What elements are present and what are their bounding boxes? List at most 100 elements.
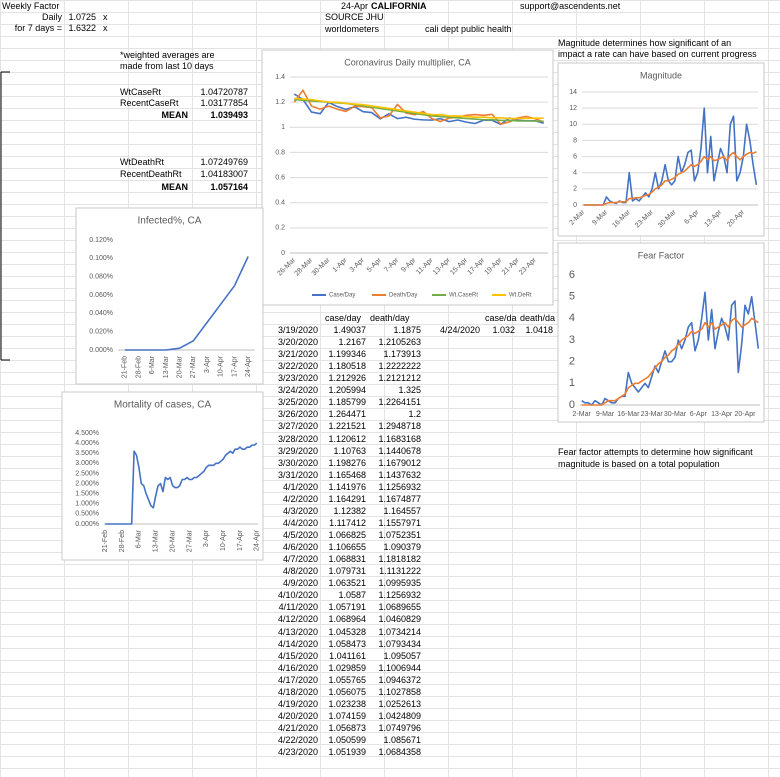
- x-tick-label: 6-Apr: [690, 411, 708, 418]
- date: 3/24/2020: [277, 385, 318, 396]
- value: 1.1818182: [378, 554, 421, 565]
- y-tick-label: 0.060%: [89, 292, 113, 299]
- y-tick-label: 0.100%: [89, 255, 113, 262]
- x-tick-label: 24-Apr: [245, 355, 252, 377]
- value: 1.032: [492, 325, 515, 335]
- value: 1.0252613: [378, 698, 421, 709]
- value: 1.0689655: [378, 602, 421, 613]
- value: 1.1875: [393, 325, 421, 335]
- y-tick-label: 8: [573, 137, 577, 144]
- y-tick-label: 4.000%: [75, 440, 99, 447]
- y-tick-label: 0.120%: [89, 237, 113, 244]
- note: Magnitude determines how significant of …: [558, 38, 732, 48]
- y-tick-label: 0.8: [275, 149, 285, 156]
- series-line: [581, 317, 759, 406]
- value: 1.1027858: [378, 686, 421, 697]
- rate-value: 1.039493: [210, 110, 248, 120]
- x-tick-label: 16-Mar: [617, 411, 640, 418]
- date: 4/16/2020: [277, 662, 318, 673]
- x-tick-label: 13-Mar: [153, 529, 160, 552]
- date: 4/1/2020: [282, 481, 318, 492]
- y-tick-label: 0: [281, 250, 285, 257]
- date: 4/9/2020: [282, 578, 318, 589]
- value: 1.1679012: [378, 457, 421, 468]
- label: Daily: [41, 12, 62, 22]
- x-tick-label: 3-Apr: [203, 529, 210, 547]
- date: 4/20/2020: [277, 710, 318, 721]
- source: worldometers: [325, 24, 380, 34]
- y-tick-label: 4: [569, 312, 575, 324]
- date: 4/3/2020: [282, 505, 318, 516]
- y-tick-label: 1.500%: [75, 491, 99, 498]
- x-tick-label: 9-Mar: [596, 411, 615, 418]
- date: 4/15/2020: [277, 650, 318, 661]
- date: 3/22/2020: [277, 361, 318, 372]
- rate-value: 1.04720787: [200, 87, 248, 97]
- y-tick-label: 0.6: [275, 174, 285, 181]
- value: 1.095057: [383, 650, 421, 661]
- value: 1.264471: [328, 409, 366, 420]
- series-line: [294, 97, 544, 120]
- y-tick-label: 6: [569, 269, 575, 281]
- y-tick-label: 2.500%: [75, 470, 99, 477]
- x-tick-label: 10-Apr: [220, 529, 227, 551]
- value: 1.0995935: [378, 578, 421, 589]
- y-tick-label: 0.040%: [89, 310, 113, 317]
- y-tick-label: 0.080%: [89, 274, 113, 281]
- legend-label: Case/Day: [329, 293, 355, 299]
- value: 1.164291: [328, 493, 366, 504]
- date: 4/21/2020: [277, 722, 318, 733]
- y-tick-label: 1.4: [275, 74, 285, 81]
- y-tick-label: 5: [569, 291, 575, 303]
- y-tick-label: 1.2: [275, 99, 285, 106]
- y-tick-label: 0.000%: [89, 347, 113, 354]
- date: 4/23/2020: [277, 747, 318, 758]
- value: 1.0460829: [378, 614, 421, 625]
- value: 1.325: [398, 385, 421, 396]
- y-tick-label: 12: [569, 105, 577, 112]
- y-tick-label: 3: [569, 334, 575, 346]
- value: 1.2105263: [378, 337, 421, 348]
- value: 1.1006944: [378, 662, 421, 673]
- value: 1.058473: [328, 638, 366, 649]
- x-tick-label: 21-Feb: [102, 530, 109, 552]
- value: 1.023238: [328, 698, 366, 709]
- x-tick-label: 24-Apr: [254, 529, 261, 551]
- value: 1.090379: [383, 542, 421, 553]
- legend-label: Death/Day: [389, 293, 417, 299]
- x-tick-label: 28-Feb: [119, 530, 126, 552]
- x-tick-label: 17-Apr: [231, 355, 238, 377]
- y-tick-label: 0.020%: [89, 329, 113, 336]
- value: 1.0587: [338, 590, 366, 601]
- value: 1.0418: [525, 325, 553, 335]
- date: 3/27/2020: [277, 421, 318, 432]
- value: 1.056075: [328, 686, 366, 697]
- date: 3/23/2020: [277, 373, 318, 384]
- email: support@ascendents.net: [520, 1, 621, 11]
- value: 1.074159: [328, 710, 366, 721]
- chart-title: Fear Factor: [638, 250, 685, 260]
- x-tick-label: 30-Mar: [664, 411, 687, 418]
- y-tick-label: 3.000%: [75, 460, 99, 467]
- chart-title: Mortality of cases, CA: [114, 400, 212, 411]
- series-line: [583, 151, 757, 206]
- y-tick-label: 1: [281, 124, 285, 131]
- value: 1.198276: [328, 457, 366, 468]
- value: 1.2: [408, 409, 421, 420]
- value: 1.0734214: [378, 626, 421, 637]
- value: 1.141976: [328, 481, 366, 492]
- value: 1.1437632: [378, 469, 421, 480]
- value: 1.068964: [328, 614, 366, 625]
- value: 1.055765: [328, 674, 366, 685]
- value: 1.2167: [338, 337, 366, 348]
- note: magnitude is based on a total population: [558, 459, 720, 469]
- chart-title: Coronavirus Daily multiplier, CA: [344, 57, 471, 67]
- x-tick-label: 10-Apr: [218, 355, 225, 377]
- source: SOURCE JHU: [325, 12, 384, 22]
- value: 1.0684358: [378, 747, 421, 758]
- value: 1.180518: [328, 361, 366, 372]
- y-tick-label: 1.000%: [75, 501, 99, 508]
- value: 1.0749796: [378, 722, 421, 733]
- chart-title: Magnitude: [640, 70, 682, 80]
